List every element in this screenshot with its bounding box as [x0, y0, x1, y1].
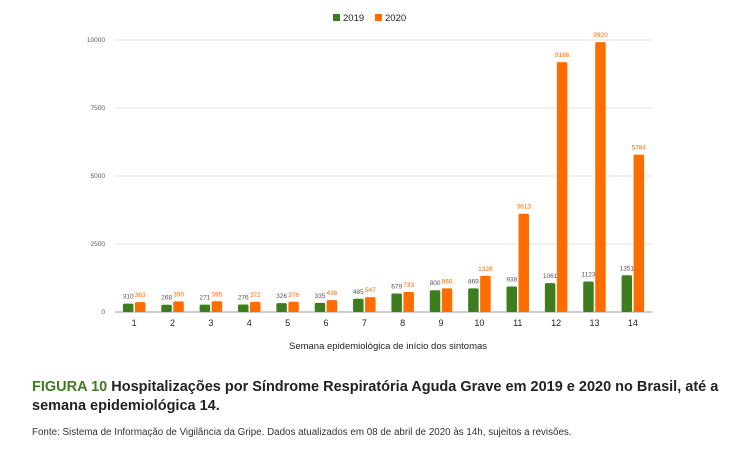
- data-label: 376: [288, 292, 299, 299]
- data-label: 1326: [478, 266, 493, 273]
- y-tick-label: 7500: [91, 105, 106, 112]
- bar-2019-week-8: [391, 293, 402, 312]
- data-label: 271: [199, 295, 210, 302]
- bar-2020-week-3: [211, 301, 223, 312]
- bar-2019-week-2: [161, 304, 172, 312]
- x-tick-label: 6: [323, 318, 328, 328]
- legend-label: 2020: [385, 13, 406, 24]
- data-label: 372: [250, 292, 261, 299]
- bar-2019-week-9: [429, 290, 441, 312]
- y-tick-label: 10000: [87, 37, 105, 44]
- bar-2020-week-11: [518, 213, 529, 312]
- data-label: 1123: [581, 271, 595, 278]
- data-label: 268: [161, 295, 172, 302]
- chart-grid: [115, 39, 652, 313]
- bars: [122, 42, 645, 313]
- data-label: 679: [391, 284, 402, 291]
- data-label: 1061: [543, 273, 558, 280]
- x-tick-label: 13: [589, 318, 599, 328]
- x-tick-label: 11: [513, 318, 522, 328]
- bar-2019-week-10: [468, 288, 479, 312]
- x-axis-title: Semana epidemiológica de início dos sint…: [289, 341, 487, 352]
- data-label: 3613: [517, 204, 532, 211]
- y-axis-ticks: 0 2500 5000 7500 10000: [87, 37, 105, 316]
- bar-2019-week-14: [621, 275, 633, 312]
- data-label: 868: [442, 278, 453, 285]
- y-tick-label: 5000: [91, 173, 106, 180]
- x-axis-ticks: 1 2 3 4 5 6 7 8 9 10 11 12 13 14: [132, 318, 638, 328]
- data-label: 326: [276, 293, 287, 300]
- x-tick-label: 5: [285, 318, 290, 328]
- y-tick-label: 0: [101, 309, 105, 316]
- bar-2019-week-13: [583, 281, 594, 312]
- data-label: 390: [173, 291, 184, 298]
- bar-2019-week-5: [276, 303, 287, 312]
- x-tick-label: 2: [170, 318, 175, 328]
- chart-legend: 2019 2020: [333, 13, 406, 24]
- bar-2020-week-5: [288, 301, 299, 312]
- bar-2019-week-3: [199, 304, 211, 312]
- bar-2019-week-7: [353, 298, 364, 312]
- data-label: 9186: [555, 52, 570, 59]
- x-tick-label: 9: [439, 318, 444, 328]
- bar-2019-week-11: [506, 286, 517, 312]
- data-label: 9920: [593, 32, 608, 39]
- bar-2020-week-4: [250, 301, 261, 312]
- data-label: 395: [211, 291, 222, 298]
- figure-caption: FIGURA 10 Hospitalizações por Síndrome R…: [32, 378, 722, 416]
- x-tick-label: 12: [551, 318, 561, 328]
- bar-2020-week-14: [633, 154, 645, 312]
- figure-title: Hospitalizações por Síndrome Respiratóri…: [32, 379, 719, 414]
- bar-2020-week-1: [134, 302, 146, 312]
- data-label: 800: [430, 280, 441, 287]
- source-note: Fonte: Sistema de Informação de Vigilânc…: [32, 427, 572, 438]
- data-label: 436: [327, 290, 338, 297]
- figure-label: FIGURA 10: [32, 379, 108, 395]
- bar-2019-week-1: [122, 303, 134, 312]
- bar-2020-week-9: [441, 288, 453, 312]
- data-label: 310: [123, 294, 134, 301]
- data-label: 733: [403, 282, 414, 289]
- bar-2020-week-2: [173, 301, 184, 312]
- x-tick-label: 7: [362, 318, 367, 328]
- x-tick-label: 10: [474, 318, 484, 328]
- data-label: 547: [365, 287, 376, 294]
- x-tick-label: 3: [208, 318, 213, 328]
- bar-2020-week-8: [403, 292, 414, 312]
- y-tick-label: 2500: [91, 241, 106, 248]
- data-label: 335: [315, 293, 326, 300]
- data-label: 5784: [632, 145, 647, 152]
- data-label: 276: [238, 294, 249, 301]
- legend-swatch: [333, 14, 340, 21]
- bar-2020-week-13: [595, 42, 606, 313]
- x-tick-label: 14: [628, 318, 638, 328]
- legend-label: 2019: [343, 13, 364, 24]
- data-label: 363: [135, 292, 146, 299]
- data-label: 938: [506, 276, 517, 283]
- bar-2019-week-6: [314, 302, 326, 312]
- bar-2019-week-4: [238, 304, 249, 312]
- data-label: 485: [353, 289, 364, 296]
- data-label: 869: [468, 278, 479, 285]
- x-tick-label: 1: [132, 318, 137, 328]
- bar-2019-week-12: [544, 283, 556, 312]
- x-tick-label: 4: [247, 318, 252, 328]
- bar-2020-week-6: [326, 300, 338, 312]
- bar-2020-week-10: [480, 275, 491, 312]
- data-label: 1351: [620, 265, 635, 272]
- legend-swatch: [375, 14, 382, 21]
- bar-2020-week-12: [556, 62, 568, 312]
- x-tick-label: 8: [400, 318, 405, 328]
- bar-2020-week-7: [365, 297, 376, 312]
- data-labels: 310 363 268 390 271 395 276 372 326 376 335 436 485 5…: [123, 32, 647, 302]
